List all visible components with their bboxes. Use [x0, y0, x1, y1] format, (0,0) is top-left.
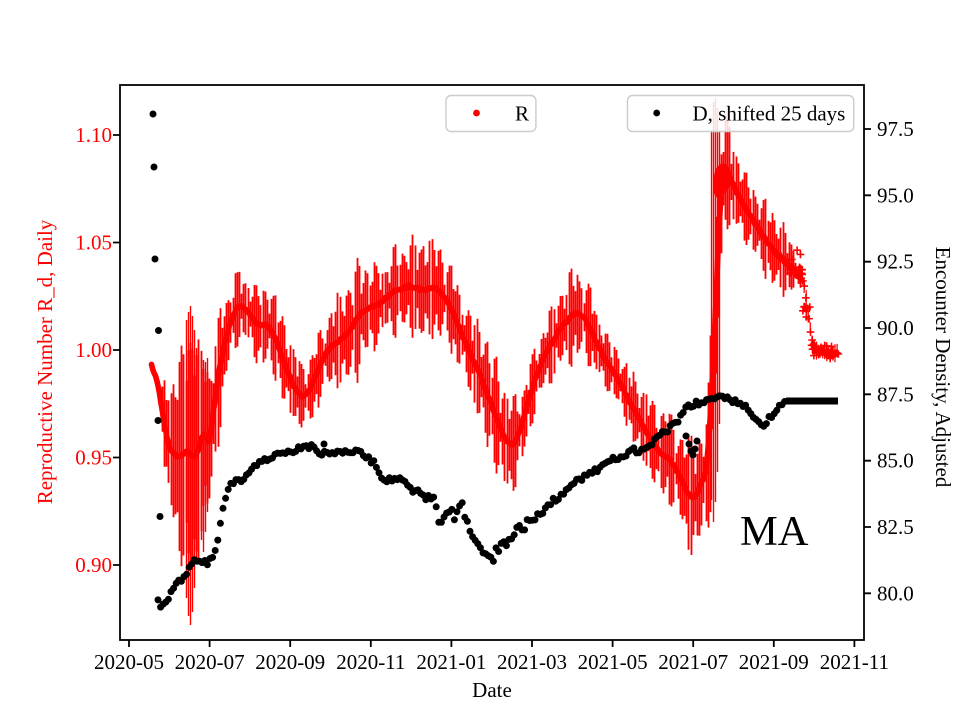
svg-text:2021-05: 2021-05	[578, 650, 648, 674]
svg-text:D, shifted 25 days: D, shifted 25 days	[693, 102, 846, 126]
svg-text:97.5: 97.5	[877, 117, 914, 141]
svg-text:R: R	[515, 102, 529, 126]
svg-text:1.00: 1.00	[75, 338, 112, 362]
svg-text:80.0: 80.0	[877, 581, 914, 605]
svg-text:82.5: 82.5	[877, 515, 914, 539]
svg-text:2021-01: 2021-01	[416, 650, 486, 674]
svg-text:Reproductive Number R_d, Daily: Reproductive Number R_d, Daily	[33, 219, 57, 504]
svg-text:2020-07: 2020-07	[175, 650, 245, 674]
svg-text:85.0: 85.0	[877, 449, 914, 473]
svg-text:0.95: 0.95	[75, 446, 112, 470]
svg-text:2021-09: 2021-09	[739, 650, 809, 674]
svg-text:1.10: 1.10	[75, 123, 112, 147]
svg-text:1.05: 1.05	[75, 231, 112, 255]
svg-text:95.0: 95.0	[877, 183, 914, 207]
svg-text:90.0: 90.0	[877, 316, 914, 340]
svg-text:87.5: 87.5	[877, 382, 914, 406]
svg-text:2021-11: 2021-11	[820, 650, 889, 674]
svg-text:MA: MA	[740, 508, 809, 555]
svg-text:2020-05: 2020-05	[94, 650, 164, 674]
svg-text:2020-11: 2020-11	[336, 650, 405, 674]
svg-text:2021-07: 2021-07	[658, 650, 728, 674]
svg-text:0.90: 0.90	[75, 553, 112, 577]
svg-text:Date: Date	[472, 678, 512, 702]
svg-text:2020-09: 2020-09	[255, 650, 325, 674]
svg-text:92.5: 92.5	[877, 250, 914, 274]
svg-text:Encounter Density, Adjusted: Encounter Density, Adjusted	[931, 247, 955, 488]
svg-text:2021-03: 2021-03	[497, 650, 567, 674]
